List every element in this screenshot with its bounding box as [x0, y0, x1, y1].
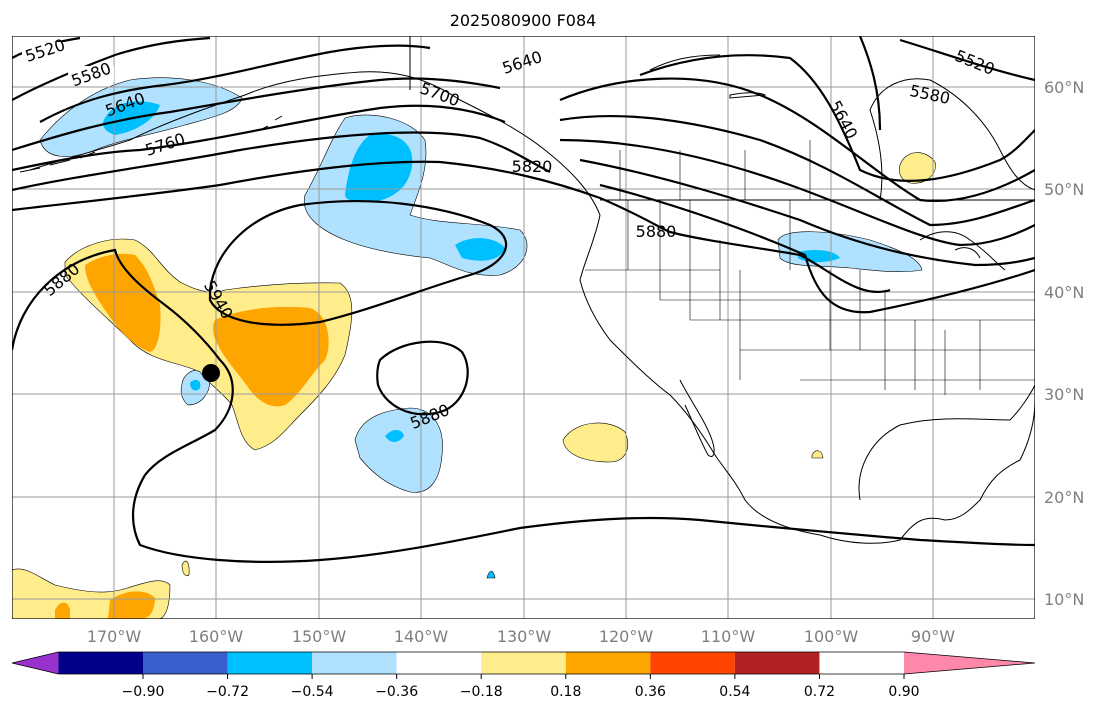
- contour-east-d: [599, 183, 1035, 314]
- alaska-coast: [29, 71, 601, 216]
- anomaly-small-yellow-1: [181, 560, 190, 577]
- contour-5880-subtropic: [12, 248, 1035, 563]
- colorbar-segment: [58, 652, 143, 674]
- contour-east-1: [858, 36, 882, 131]
- contour-east-5580: [559, 77, 1035, 203]
- lon-label: 100°W: [804, 627, 859, 646]
- colorbar-segment: [143, 652, 228, 674]
- colorbar-tick-label: −0.18: [460, 684, 503, 700]
- colorbar-segment: [481, 652, 566, 674]
- colorbar-tick-label: 0.54: [719, 684, 750, 700]
- lat-label: 60°N: [1044, 78, 1084, 97]
- lat-label: 10°N: [1044, 590, 1084, 609]
- contour-5880-northern: [12, 160, 891, 293]
- colorbar-segment: [396, 652, 482, 674]
- hudson-bay: [869, 78, 1035, 201]
- contour-5640-west: [39, 44, 431, 123]
- anomaly-hudson-yellow: [899, 152, 936, 184]
- contour-5700: [12, 77, 501, 152]
- anomaly-hawaii-core: [190, 379, 201, 391]
- mexico-gulf: [819, 399, 1035, 544]
- lat-label: 20°N: [1044, 488, 1084, 507]
- contour-east-b: [559, 138, 1035, 247]
- anomaly-south-orange-2: [55, 602, 70, 619]
- contour-east-5520: [899, 38, 1035, 82]
- anomaly-offshore-yellow: [562, 422, 629, 463]
- colorbar-segment: [227, 652, 313, 674]
- colorbar-segment: [734, 652, 820, 674]
- lon-label: 150°W: [292, 627, 347, 646]
- longitude-labels: 170°W 160°W 150°W 140°W 130°W 120°W 110°…: [87, 627, 955, 646]
- anomaly-small-blue: [486, 570, 496, 579]
- contour-east-c: [579, 158, 1035, 267]
- height-contours: [12, 36, 1035, 563]
- contour-5580-west: [12, 36, 211, 101]
- latitude-labels: 60°N 50°N 40°N 30°N 20°N 10°N: [1044, 78, 1084, 609]
- colorbar: −0.90 −0.72 −0.54 −0.36 −0.18 0.18 0.36 0.54 0.7…: [11, 651, 1036, 700]
- colorbar-tick-label: −0.36: [375, 684, 418, 700]
- anomaly-central-orange-east: [213, 306, 329, 407]
- anomaly-central-orange-west: [85, 253, 161, 352]
- colorbar-extend-low: [12, 652, 59, 674]
- lon-label: 120°W: [599, 627, 654, 646]
- anomaly-subtropic-core: [385, 430, 404, 442]
- lat-label: 40°N: [1044, 283, 1084, 302]
- great-lakes: [919, 231, 1006, 271]
- political-borders: [585, 140, 1035, 395]
- colorbar-tick-label: 0.90: [888, 684, 919, 700]
- anomaly-small-yellow-2: [811, 450, 824, 459]
- colorbar-tick-label: −0.54: [291, 684, 334, 700]
- colorbar-segment: [312, 652, 397, 674]
- lat-label: 30°N: [1044, 385, 1084, 404]
- lon-label: 160°W: [189, 627, 244, 646]
- lon-label: 90°W: [911, 627, 955, 646]
- anomaly-south-orange: [108, 591, 155, 619]
- contour-5880-cutoff: [376, 340, 469, 416]
- figure-title: 2025080900 F084: [450, 11, 597, 30]
- lon-label: 110°W: [701, 627, 756, 646]
- storm-center-marker: [202, 364, 220, 382]
- colorbar-tick-label: −0.72: [206, 684, 249, 700]
- contour-label: 5820: [512, 157, 553, 176]
- contour-5760: [12, 104, 506, 172]
- contour-5940-ridge: [208, 199, 508, 326]
- lon-label: 170°W: [87, 627, 142, 646]
- colorbar-tick-label: 0.18: [550, 684, 581, 700]
- colorbar-segment: [650, 652, 735, 674]
- colorbar-tick-label: 0.36: [635, 684, 666, 700]
- colorbar-extend-high: [904, 652, 1035, 674]
- map-panel: 5520 5580 5640 5700 5760 5820 5880 5940 …: [12, 36, 1035, 619]
- contour-east-a: [559, 114, 1035, 227]
- lon-label: 140°W: [394, 627, 449, 646]
- lon-label: 130°W: [497, 627, 552, 646]
- contour-label: 5880: [636, 222, 677, 241]
- west-coast: [579, 214, 821, 536]
- anomaly-gulf-core: [345, 133, 413, 203]
- gulf-of-mexico: [858, 384, 1035, 501]
- colorbar-tick-label: −0.90: [122, 684, 165, 700]
- lat-label: 50°N: [1044, 180, 1084, 199]
- anomaly-gulf-core-2: [455, 238, 505, 261]
- contour-east-5640: [639, 54, 1035, 183]
- colorbar-segment: [565, 652, 651, 674]
- baja: [679, 379, 715, 457]
- contour-5820: [12, 131, 551, 192]
- colorbar-tick-label: 0.72: [804, 684, 835, 700]
